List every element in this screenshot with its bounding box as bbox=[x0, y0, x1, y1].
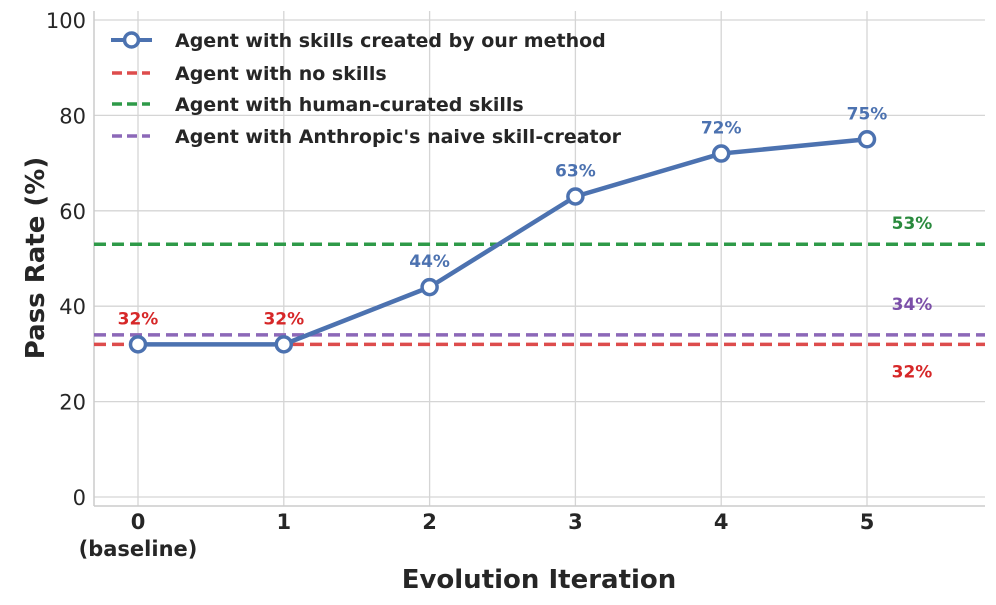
y-tick-label: 60 bbox=[59, 200, 86, 224]
series-line bbox=[138, 137, 868, 347]
baseline-annotation: 53% bbox=[892, 214, 933, 234]
data-point-marker bbox=[128, 335, 148, 354]
y-tick-label: 100 bbox=[46, 9, 86, 33]
data-point-marker bbox=[566, 187, 585, 206]
data-point-label: 32% bbox=[118, 309, 159, 329]
legend-label: Agent with no skills bbox=[175, 63, 387, 85]
baseline-lines bbox=[94, 242, 985, 347]
x-tick-label: 2 bbox=[422, 510, 437, 534]
legend-item-no-skills: Agent with no skills bbox=[112, 63, 387, 85]
legend: Agent with skills created by our method … bbox=[111, 30, 622, 148]
x-axis-ticks: 0 1 2 3 4 5 (baseline) bbox=[79, 510, 875, 561]
x-tick-label: 1 bbox=[276, 510, 291, 534]
legend-item-naive-creator: Agent with Anthropic's naive skill-creat… bbox=[112, 126, 622, 148]
data-point-label: 32% bbox=[263, 309, 304, 329]
data-point-label: 63% bbox=[555, 161, 596, 181]
x-tick-label: 5 bbox=[860, 510, 875, 534]
y-tick-label: 40 bbox=[59, 295, 86, 319]
legend-label: Agent with human-curated skills bbox=[175, 94, 524, 116]
y-axis-ticks: 0 20 40 60 80 100 bbox=[46, 9, 86, 510]
main-series bbox=[128, 130, 877, 354]
baseline-annotation: 32% bbox=[892, 362, 933, 382]
data-point-marker bbox=[420, 277, 439, 297]
y-tick-label: 0 bbox=[73, 486, 86, 510]
baseline-annotation: 34% bbox=[892, 295, 933, 315]
data-point-label: 72% bbox=[701, 119, 742, 139]
data-point-marker bbox=[857, 130, 877, 149]
legend-label: Agent with skills created by our method bbox=[175, 30, 606, 52]
y-tick-label: 20 bbox=[59, 391, 86, 415]
x-tick-label: 3 bbox=[568, 510, 583, 534]
x-axis-label: Evolution Iteration bbox=[402, 565, 677, 595]
legend-item-our-method: Agent with skills created by our method bbox=[111, 30, 606, 52]
y-tick-label: 80 bbox=[59, 104, 86, 128]
x-tick-label: 0 bbox=[131, 510, 146, 534]
y-axis-label: Pass Rate (%) bbox=[21, 157, 51, 359]
data-point-label: 44% bbox=[409, 252, 450, 272]
data-point-marker bbox=[274, 335, 294, 354]
data-labels: 32% 53% 34% 32% 32% 44% 63% 72% 75% bbox=[118, 104, 933, 382]
x-tick-sublabel: (baseline) bbox=[79, 537, 198, 561]
data-point-marker bbox=[711, 144, 731, 163]
legend-circle-marker-icon bbox=[122, 31, 141, 49]
legend-item-human-curated: Agent with human-curated skills bbox=[112, 94, 524, 116]
grid-lines bbox=[94, 11, 985, 506]
plot-frame bbox=[93, 11, 985, 507]
x-tick-label: 4 bbox=[714, 510, 729, 534]
legend-label: Agent with Anthropic's naive skill-creat… bbox=[175, 126, 622, 148]
data-point-label: 75% bbox=[847, 104, 888, 124]
